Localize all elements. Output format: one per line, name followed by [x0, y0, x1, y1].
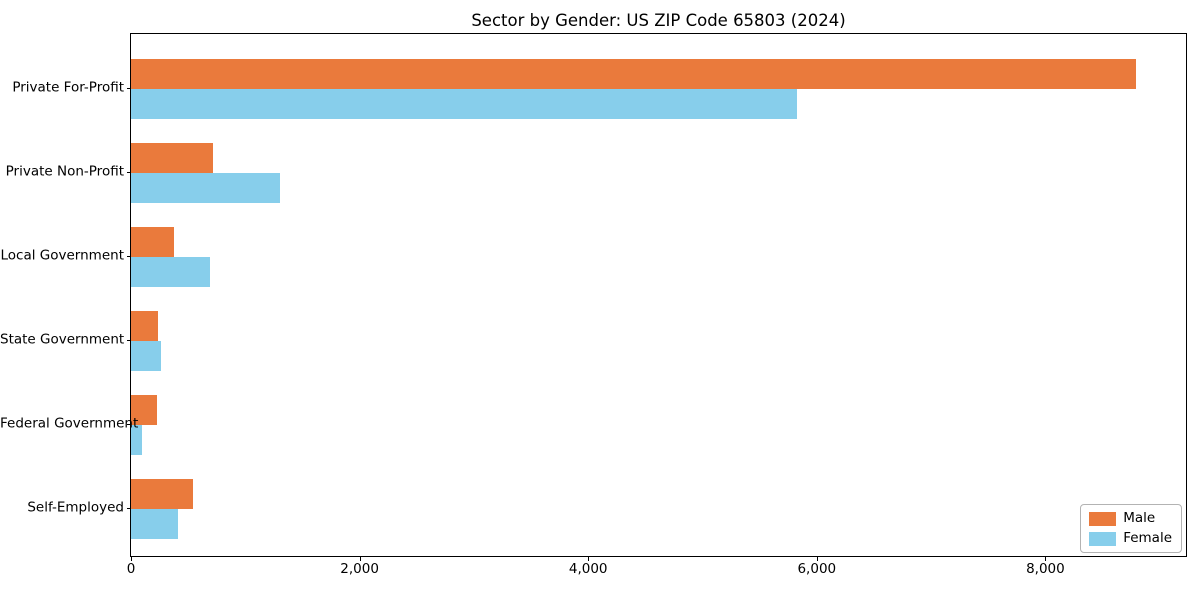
y-axis-category-label-self-employed: Self-Employed	[27, 498, 124, 515]
y-axis-category-label-private-non-profit: Private Non-Profit	[5, 162, 124, 179]
plot-area: Male Female	[130, 33, 1187, 557]
bar-female-federal-government	[131, 424, 143, 455]
bar-female-self-employed	[131, 508, 179, 539]
bar-male-local-government	[131, 226, 174, 257]
legend-entry-male: Male	[1089, 511, 1172, 526]
legend-swatch-male	[1089, 511, 1117, 526]
x-axis-tick	[816, 557, 818, 561]
x-axis-tick-label: 6,000	[797, 561, 837, 577]
bar-male-state-government	[131, 310, 159, 341]
y-axis-tick	[127, 87, 131, 89]
bar-female-local-government	[131, 256, 210, 287]
x-axis-tick-label: 0	[126, 561, 136, 577]
bar-male-private-non-profit	[131, 142, 214, 173]
legend: Male Female	[1080, 504, 1182, 553]
x-axis-tick	[131, 557, 132, 561]
x-axis-tick-label: 4,000	[568, 561, 608, 577]
legend-label-male: Male	[1123, 510, 1156, 526]
x-axis-tick	[359, 557, 361, 561]
bar-male-self-employed	[131, 478, 194, 509]
bar-male-federal-government	[131, 394, 158, 425]
chart-title: Sector by Gender: US ZIP Code 65803 (202…	[471, 11, 846, 30]
x-axis-tick	[1045, 557, 1047, 561]
y-axis-tick	[127, 507, 131, 509]
legend-label-female: Female	[1123, 530, 1172, 546]
legend-entry-female: Female	[1089, 531, 1172, 546]
y-axis-tick	[127, 255, 131, 257]
bar-female-private-non-profit	[131, 172, 280, 203]
bar-female-private-for-profit	[131, 88, 798, 119]
y-axis-tick	[127, 339, 131, 341]
y-axis-category-label-local-government: Local Government	[0, 246, 124, 263]
bar-male-private-for-profit	[131, 58, 1136, 89]
y-axis-category-label-private-for-profit: Private For-Profit	[12, 78, 124, 95]
y-axis-tick	[127, 423, 131, 425]
y-axis-category-label-federal-government: Federal Government	[0, 414, 139, 431]
y-axis-category-label-state-government: State Government	[0, 330, 125, 347]
y-axis-tick	[127, 171, 131, 173]
x-axis-tick-label: 2,000	[340, 561, 379, 577]
x-axis-tick-label: 8,000	[1026, 561, 1065, 577]
legend-swatch-female	[1089, 531, 1117, 546]
x-axis-tick	[588, 557, 590, 561]
bar-female-state-government	[131, 340, 161, 371]
